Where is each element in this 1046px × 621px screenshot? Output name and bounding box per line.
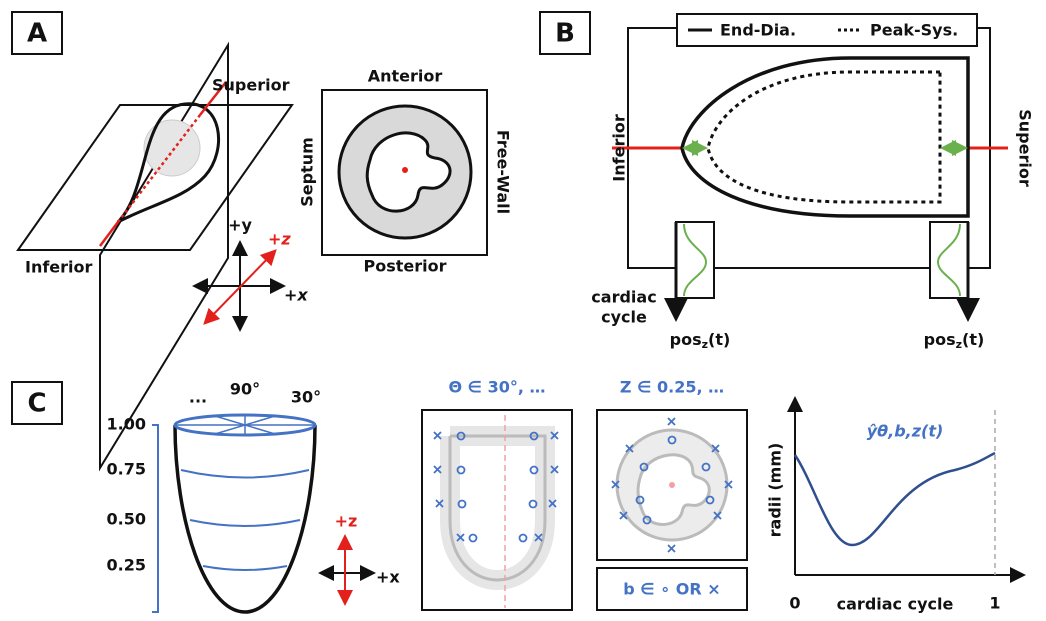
panel-label: B — [555, 19, 575, 49]
long-axis-wall — [450, 436, 545, 580]
trace-box — [930, 222, 968, 298]
x-axis-label: +x — [376, 568, 400, 587]
x-tick-label: 0 — [789, 594, 800, 613]
z-label: Z ∈ 0.25, … — [620, 378, 724, 397]
angle-label: 90° — [230, 380, 260, 399]
level-line — [203, 566, 287, 570]
bracket — [152, 425, 158, 612]
text: (t) — [708, 330, 730, 349]
legend-label: End-Dia. — [720, 21, 796, 40]
time-label: cycle — [601, 308, 647, 327]
level-label: 1.00 — [107, 415, 146, 434]
shape — [470, 535, 477, 542]
superior-label: Superior — [212, 76, 290, 95]
b-label: b ∈ ∘ OR × — [623, 580, 720, 599]
level-label: 0.25 — [107, 556, 146, 575]
panel-label: C — [27, 389, 46, 419]
level-line — [190, 520, 300, 526]
axis-line — [100, 222, 118, 246]
anterior-label: Anterior — [368, 67, 443, 86]
radius-curve — [795, 453, 995, 545]
posterior-label: Posterior — [364, 257, 447, 276]
shape — [520, 535, 527, 542]
figure: A Superior Inferior +y +z +x Anterior Po… — [0, 0, 1046, 621]
text: (t) — [962, 330, 984, 349]
superior-label: Superior — [1016, 109, 1035, 187]
angle-label: 30° — [291, 388, 321, 407]
inferior-label: Inferior — [25, 258, 93, 277]
angle-label: ... — [189, 388, 207, 407]
free-wall-label: Free-Wall — [494, 130, 513, 214]
z-axis-label: +z — [335, 512, 358, 531]
gray-section — [144, 120, 200, 176]
text: pos — [924, 330, 956, 349]
panel-label: A — [27, 19, 47, 49]
legend-label: Peak-Sys. — [870, 21, 958, 40]
septum-label: Septum — [298, 137, 317, 207]
y-axis-label: radii (mm) — [766, 443, 785, 538]
trace-box — [676, 222, 714, 298]
text: pos — [670, 330, 702, 349]
position-label: posz(t) — [670, 330, 731, 352]
ventricle — [175, 425, 315, 612]
vertical-plane — [100, 45, 228, 468]
x-axis-label: cardiac cycle — [837, 595, 954, 614]
z-axis-label: +z — [268, 230, 291, 249]
page: {"panels": { "A": {"label": "A", "planes… — [0, 0, 1046, 621]
level-label: 0.50 — [107, 510, 146, 529]
curve-label: ŷθ,b,z(t) — [867, 422, 944, 441]
x-tick-label: 1 — [989, 594, 1000, 613]
y-axis-label: +y — [228, 216, 252, 235]
theta-label: Θ ∈ 30°, … — [449, 378, 546, 397]
time-label: cardiac — [591, 288, 656, 307]
center-point — [402, 167, 408, 173]
position-label: posz(t) — [924, 330, 985, 352]
level-line — [181, 470, 309, 478]
center-point — [669, 482, 675, 488]
inferior-label: Inferior — [610, 114, 629, 182]
x-axis-label: +x — [284, 286, 308, 305]
level-label: 0.75 — [107, 460, 146, 479]
